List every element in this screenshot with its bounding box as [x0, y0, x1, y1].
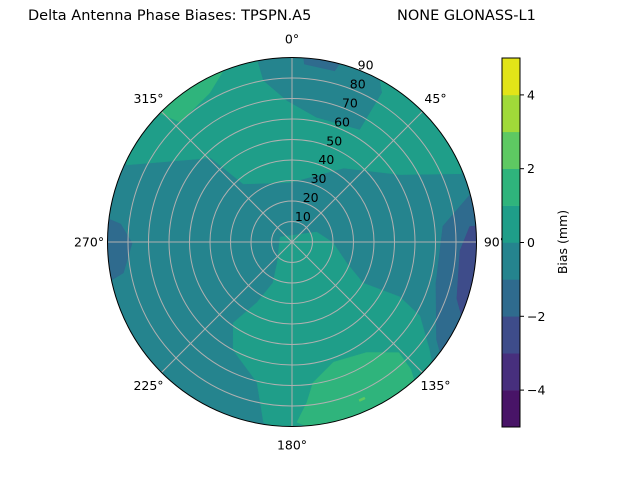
chart-title-left: Delta Antenna Phase Biases: TPSPN.A5 — [28, 8, 312, 24]
polar-frame — [107, 57, 477, 427]
theta-tick-label: 270° — [74, 235, 104, 250]
radial-tick-label: 40 — [318, 152, 334, 167]
contour-region — [358, 396, 366, 402]
colorbar-tick-label: 0 — [527, 235, 535, 250]
angular-gridline — [161, 111, 293, 243]
colorbar-band — [502, 279, 520, 317]
theta-tick-label: 225° — [133, 378, 163, 393]
radial-tick-label: 80 — [350, 76, 366, 91]
radial-tick-label: 60 — [334, 114, 350, 129]
colorbar-label: Bias (mm) — [555, 210, 570, 274]
colorbar-band — [502, 205, 520, 243]
colorbar-band — [502, 390, 520, 428]
theta-tick-label: 90° — [484, 235, 506, 250]
colorbar-tick-label: −4 — [527, 383, 545, 398]
angular-gridline — [161, 241, 293, 373]
angular-gridline — [291, 241, 423, 373]
colorbar-tick-label: 4 — [527, 87, 535, 102]
contour-region — [254, 57, 382, 130]
radial-tick-label: 50 — [326, 133, 342, 148]
contour-region — [107, 214, 133, 287]
radial-tick-label: 10 — [295, 209, 311, 224]
colorbar-band — [502, 353, 520, 391]
theta-tick-label: 0° — [285, 32, 299, 47]
theta-tick-label: 315° — [133, 91, 163, 106]
colorbar-band — [502, 168, 520, 206]
theta-tick-label: 135° — [420, 378, 450, 393]
angular-gridline — [291, 111, 423, 243]
theta-tick-label: 45° — [424, 91, 446, 106]
colorbar-band — [502, 58, 520, 96]
colorbar-band — [502, 316, 520, 354]
colorbar-band — [502, 131, 520, 169]
colorbar-tick-label: −2 — [527, 309, 545, 324]
radial-tick-label: 70 — [342, 95, 358, 110]
colorbar-band — [502, 94, 520, 133]
contour-region — [456, 224, 477, 331]
colorbar-band — [502, 242, 520, 280]
radial-tick-label: 30 — [311, 171, 327, 186]
chart-title-right: NONE GLONASS-L1 — [397, 8, 536, 24]
radial-tick-label: 90 — [358, 58, 374, 73]
radial-tick-label: 20 — [303, 190, 319, 205]
theta-tick-label: 180° — [277, 437, 307, 452]
colorbar-tick-label: 2 — [527, 161, 535, 176]
